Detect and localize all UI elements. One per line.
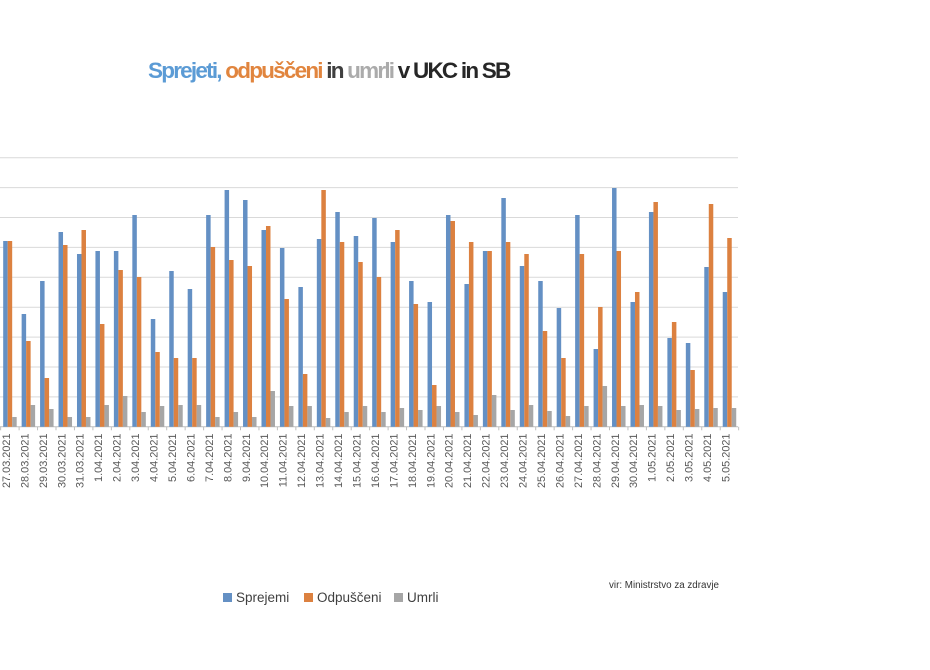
- svg-text:31.03.2021: 31.03.2021: [75, 434, 87, 489]
- svg-text:4.05.2021: 4.05.2021: [702, 434, 714, 482]
- svg-text:4.04.2021: 4.04.2021: [149, 434, 161, 482]
- svg-text:5.05.2021: 5.05.2021: [720, 434, 732, 482]
- svg-text:12.04.2021: 12.04.2021: [296, 434, 308, 489]
- svg-text:2.05.2021: 2.05.2021: [665, 434, 677, 482]
- svg-text:3.05.2021: 3.05.2021: [684, 434, 696, 482]
- svg-text:26.04.2021: 26.04.2021: [554, 434, 566, 489]
- svg-text:29.04.2021: 29.04.2021: [610, 434, 622, 489]
- svg-text:19.04.2021: 19.04.2021: [425, 434, 437, 489]
- svg-text:13.04.2021: 13.04.2021: [315, 434, 327, 489]
- svg-text:24.04.2021: 24.04.2021: [518, 434, 530, 489]
- svg-text:28.03.2021: 28.03.2021: [19, 434, 31, 489]
- svg-text:3.04.2021: 3.04.2021: [130, 434, 142, 482]
- svg-text:10.04.2021: 10.04.2021: [259, 434, 271, 489]
- svg-text:29.03.2021: 29.03.2021: [38, 434, 50, 489]
- svg-text:8.04.2021: 8.04.2021: [222, 434, 234, 482]
- svg-text:1.04.2021: 1.04.2021: [93, 434, 105, 482]
- svg-text:6.04.2021: 6.04.2021: [185, 434, 197, 482]
- svg-text:28.04.2021: 28.04.2021: [591, 434, 603, 489]
- svg-text:1.05.2021: 1.05.2021: [647, 434, 659, 482]
- svg-text:20.04.2021: 20.04.2021: [444, 434, 456, 489]
- svg-text:5.04.2021: 5.04.2021: [167, 434, 179, 482]
- svg-text:25.04.2021: 25.04.2021: [536, 434, 548, 489]
- svg-text:18.04.2021: 18.04.2021: [407, 434, 419, 489]
- svg-text:14.04.2021: 14.04.2021: [333, 434, 345, 489]
- svg-text:21.04.2021: 21.04.2021: [462, 434, 474, 489]
- svg-text:22.04.2021: 22.04.2021: [481, 434, 493, 489]
- svg-text:30.04.2021: 30.04.2021: [628, 434, 640, 489]
- svg-text:16.04.2021: 16.04.2021: [370, 434, 382, 489]
- svg-text:27.03.2021: 27.03.2021: [1, 434, 13, 489]
- svg-text:17.04.2021: 17.04.2021: [388, 434, 400, 489]
- svg-text:7.04.2021: 7.04.2021: [204, 434, 216, 482]
- svg-text:27.04.2021: 27.04.2021: [573, 434, 585, 489]
- svg-text:2.04.2021: 2.04.2021: [112, 434, 124, 482]
- svg-text:9.04.2021: 9.04.2021: [241, 434, 253, 482]
- svg-text:30.03.2021: 30.03.2021: [56, 434, 68, 489]
- svg-text:11.04.2021: 11.04.2021: [278, 434, 290, 488]
- svg-text:23.04.2021: 23.04.2021: [499, 433, 511, 488]
- svg-text:15.04.2021: 15.04.2021: [351, 434, 363, 489]
